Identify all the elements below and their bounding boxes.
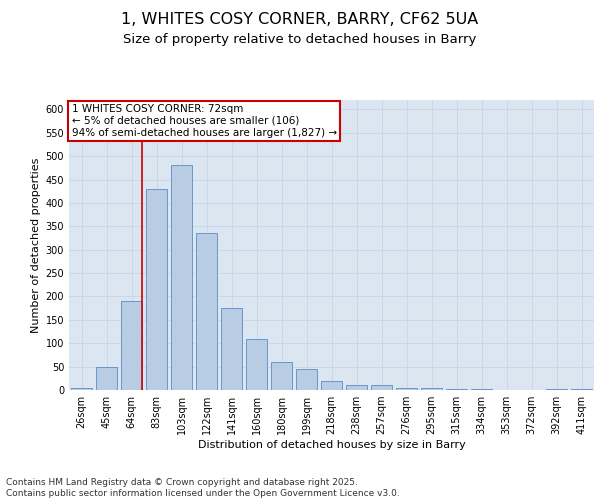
Text: 1, WHITES COSY CORNER, BARRY, CF62 5UA: 1, WHITES COSY CORNER, BARRY, CF62 5UA <box>121 12 479 28</box>
Bar <box>571 389 592 390</box>
Bar <box>396 388 417 390</box>
Bar <box>421 388 442 390</box>
Bar <box>146 189 167 390</box>
Bar <box>196 234 217 390</box>
Bar <box>96 366 117 390</box>
Text: Size of property relative to detached houses in Barry: Size of property relative to detached ho… <box>124 32 476 46</box>
Bar <box>546 388 567 390</box>
Bar <box>346 386 367 390</box>
Bar <box>71 388 92 390</box>
Y-axis label: Number of detached properties: Number of detached properties <box>31 158 41 332</box>
Text: Contains HM Land Registry data © Crown copyright and database right 2025.
Contai: Contains HM Land Registry data © Crown c… <box>6 478 400 498</box>
Bar <box>296 369 317 390</box>
Bar <box>446 388 467 390</box>
Text: 1 WHITES COSY CORNER: 72sqm
← 5% of detached houses are smaller (106)
94% of sem: 1 WHITES COSY CORNER: 72sqm ← 5% of deta… <box>71 104 337 138</box>
Bar <box>471 389 492 390</box>
Bar <box>221 308 242 390</box>
Bar <box>121 301 142 390</box>
X-axis label: Distribution of detached houses by size in Barry: Distribution of detached houses by size … <box>197 440 466 450</box>
Bar <box>321 380 342 390</box>
Bar <box>246 338 267 390</box>
Bar <box>371 386 392 390</box>
Bar <box>271 362 292 390</box>
Bar <box>171 166 192 390</box>
